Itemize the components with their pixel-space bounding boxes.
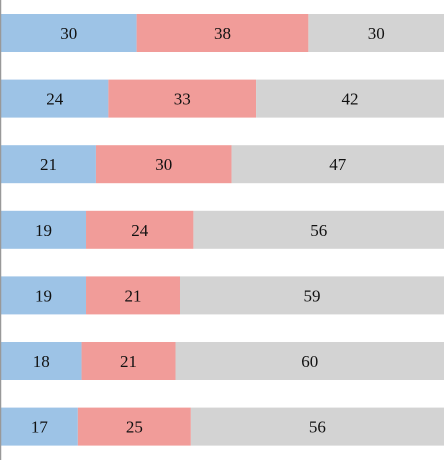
data-label-row1-s1: 30 (60, 24, 77, 43)
data-label-row4-s2: 24 (131, 221, 149, 240)
labels-layer: 30 38 30 24 33 42 21 30 47 19 24 56 19 21 59 18 21 60 17 25… (31, 24, 385, 437)
data-label-row3-s3: 47 (329, 155, 347, 174)
data-label-row5-s2: 21 (125, 286, 142, 305)
data-label-row3-s1: 21 (40, 155, 57, 174)
bar-segment-row1-s2 (136, 14, 309, 52)
data-label-row1-s3: 30 (368, 24, 385, 43)
data-label-row6-s3: 60 (301, 352, 318, 371)
bar-segment-row4-s3 (193, 210, 444, 249)
data-label-row3-s2: 30 (155, 155, 172, 174)
bar-segment-row2-s2 (108, 79, 257, 118)
bar-segment-row3-s2 (95, 145, 232, 184)
bar-segment-row2-s1 (1, 79, 109, 118)
bar-segment-row7-s1 (1, 407, 78, 446)
data-label-row7-s2: 25 (126, 418, 143, 437)
data-label-row2-s1: 24 (46, 90, 64, 109)
bar-segment-row6-s3 (175, 342, 444, 380)
bar-segment-row6-s2 (81, 342, 176, 380)
bar-segment-row5-s2 (86, 276, 180, 315)
data-label-row2-s3: 42 (342, 90, 359, 109)
data-label-row4-s3: 56 (310, 221, 327, 240)
data-label-row1-s2: 38 (214, 24, 231, 43)
bar-segment-row1-s1 (1, 14, 137, 52)
data-label-row5-s1: 19 (35, 286, 52, 305)
bar-segment-row7-s3 (190, 407, 444, 446)
data-label-row4-s1: 19 (35, 221, 52, 240)
data-label-row7-s3: 56 (309, 418, 326, 437)
bar-segment-row4-s2 (86, 210, 194, 249)
bar-segment-row3-s3 (231, 145, 444, 184)
bar-segment-row6-s1 (1, 342, 82, 380)
bar-segment-row5-s3 (179, 276, 444, 315)
data-label-row7-s1: 17 (31, 418, 49, 437)
data-label-row5-s3: 59 (303, 286, 320, 305)
bar-segment-row1-s3 (308, 14, 444, 52)
bar-segment-row7-s2 (77, 407, 191, 446)
bar-segment-row4-s1 (1, 210, 87, 249)
data-label-row6-s2: 21 (120, 352, 137, 371)
bar-segment-row2-s3 (256, 79, 444, 118)
data-label-row6-s1: 18 (33, 352, 50, 371)
data-label-row2-s2: 33 (174, 90, 191, 109)
bar-segment-row3-s1 (1, 145, 96, 184)
bars-layer (1, 14, 444, 446)
bar-segment-row5-s1 (1, 276, 87, 315)
